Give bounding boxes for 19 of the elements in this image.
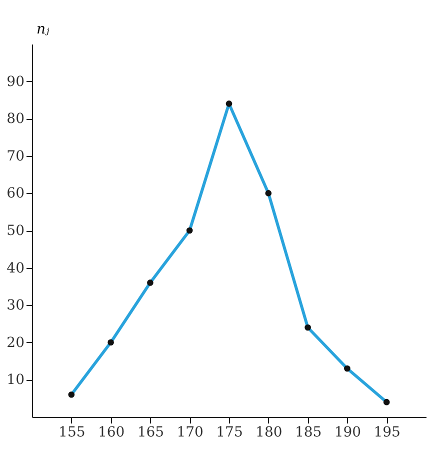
- y-tick-label: 30: [6, 298, 24, 314]
- y-tick-label: 60: [6, 186, 24, 202]
- y-tick-label: 40: [6, 260, 24, 276]
- x-tick-label: 170: [176, 424, 204, 440]
- x-tick-label: 180: [256, 424, 282, 440]
- y-tick-label: 20: [6, 334, 24, 351]
- y-tick-label: 80: [6, 111, 24, 128]
- x-tick-label: 195: [374, 424, 400, 440]
- x-tick-label: 175: [216, 424, 243, 440]
- y-tick-label: 90: [6, 74, 24, 90]
- y-tick-label: 70: [6, 148, 24, 164]
- x-tick-label: 185: [294, 424, 322, 440]
- y-tick-label: 50: [6, 223, 24, 239]
- x-tick-label: 155: [58, 424, 86, 440]
- y-axis-title: nⱼ: [36, 22, 50, 38]
- x-tick-label: 165: [137, 424, 164, 440]
- y-tick-label: 10: [6, 372, 24, 388]
- x-tick-label: 190: [334, 424, 362, 440]
- x-tick-label: 160: [98, 424, 125, 440]
